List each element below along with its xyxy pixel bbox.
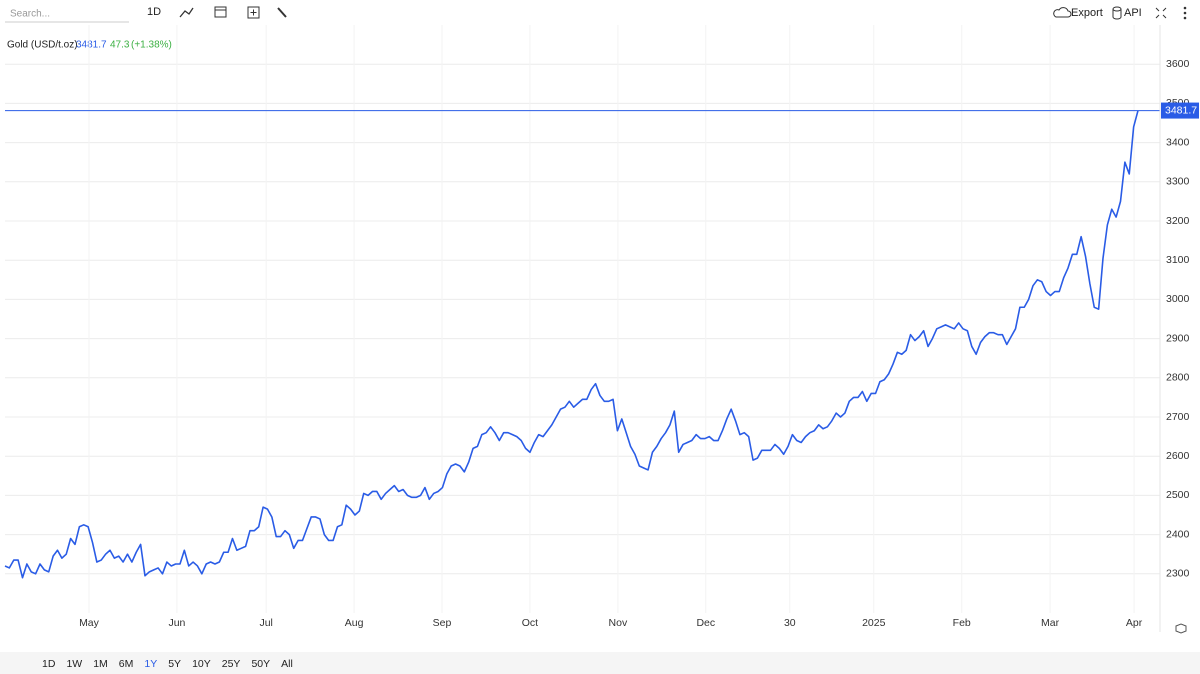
range-buttons: 1D 1W 1M 6M 1Y 5Y 10Y 25Y 50Y All bbox=[42, 658, 293, 670]
export-icon[interactable] bbox=[1053, 7, 1072, 18]
compare-plus bbox=[250, 9, 257, 16]
y-tick-label: 2300 bbox=[1166, 568, 1190, 580]
last-price-box bbox=[1161, 102, 1199, 119]
price-line bbox=[4, 110, 1139, 579]
y-tick-label: 3600 bbox=[1166, 58, 1190, 70]
last-price: 3481.7 bbox=[76, 40, 107, 51]
x-tick-label: Oct bbox=[522, 617, 538, 629]
x-tick-label: Mar bbox=[1041, 617, 1060, 629]
range-button[interactable]: 10Y bbox=[192, 658, 211, 670]
calendar-icon[interactable] bbox=[214, 6, 227, 18]
toolbar: Search... 1D Export API bbox=[5, 4, 1187, 23]
range-bar bbox=[0, 652, 1200, 674]
y-tick-label: 3300 bbox=[1166, 176, 1190, 188]
fullscreen-icon[interactable] bbox=[1155, 7, 1167, 19]
last-price-label: 3481.7 bbox=[1165, 104, 1197, 116]
y-tick-label: 3000 bbox=[1166, 293, 1190, 305]
y-tick-label: 2600 bbox=[1166, 450, 1190, 462]
menu-dot[interactable] bbox=[1183, 6, 1187, 10]
y-tick-label: 2500 bbox=[1166, 489, 1190, 501]
y-tick-label: 2400 bbox=[1166, 528, 1190, 540]
api-icon-body bbox=[1112, 9, 1122, 20]
settings-icon[interactable] bbox=[1175, 623, 1187, 634]
range-button[interactable]: All bbox=[281, 658, 293, 670]
range-button[interactable]: 1D bbox=[42, 658, 56, 670]
instrument-name: Gold (USD/t.oz) bbox=[7, 40, 78, 51]
y-tick-label: 2900 bbox=[1166, 332, 1190, 344]
x-tick-label: Jun bbox=[168, 617, 185, 629]
search-box[interactable] bbox=[5, 4, 129, 23]
plot: 2300 2400 2500 2600 2700 2800 2900 3000 3100 3200… bbox=[4, 25, 1199, 629]
y-tick-label: 3400 bbox=[1166, 136, 1190, 148]
menu-dot bbox=[1183, 11, 1187, 15]
interval-button[interactable]: 1D bbox=[147, 6, 161, 18]
x-tick-label: May bbox=[79, 617, 100, 629]
range-button[interactable]: 6M bbox=[119, 658, 134, 670]
x-tick-label: Nov bbox=[609, 617, 628, 629]
x-tick-label: Sep bbox=[433, 617, 452, 629]
search-placeholder[interactable]: Search... bbox=[10, 9, 50, 20]
tools-icon[interactable] bbox=[277, 7, 287, 18]
range-button[interactable]: 5Y bbox=[168, 658, 181, 670]
range-button[interactable]: 1Y bbox=[144, 658, 157, 670]
price-change-pct: (+1.38%) bbox=[131, 40, 172, 51]
x-tick-label: 30 bbox=[784, 617, 796, 629]
y-tick-label: 3100 bbox=[1166, 254, 1190, 266]
export-button[interactable]: Export bbox=[1071, 7, 1103, 19]
range-button[interactable]: 1W bbox=[66, 658, 82, 670]
x-tick-label: Apr bbox=[1126, 617, 1143, 629]
x-tick-label: 2025 bbox=[862, 617, 886, 629]
x-tick-label: Jul bbox=[259, 617, 272, 629]
x-tick-label: Aug bbox=[345, 617, 364, 629]
y-tick-label: 2800 bbox=[1166, 372, 1190, 384]
y-tick-label: 2700 bbox=[1166, 411, 1190, 423]
x-tick-label: Feb bbox=[953, 617, 971, 629]
api-button[interactable]: API bbox=[1124, 7, 1142, 19]
range-button[interactable]: 1M bbox=[93, 658, 108, 670]
compare-icon[interactable] bbox=[247, 6, 260, 19]
range-button[interactable]: 25Y bbox=[222, 658, 241, 670]
menu-dot bbox=[1183, 16, 1187, 20]
y-tick-label: 3200 bbox=[1166, 215, 1190, 227]
chart-type-icon[interactable] bbox=[179, 7, 194, 18]
range-button[interactable]: 50Y bbox=[251, 658, 270, 670]
price-change: 47.3 bbox=[110, 40, 130, 51]
x-tick-label: Dec bbox=[696, 617, 715, 629]
